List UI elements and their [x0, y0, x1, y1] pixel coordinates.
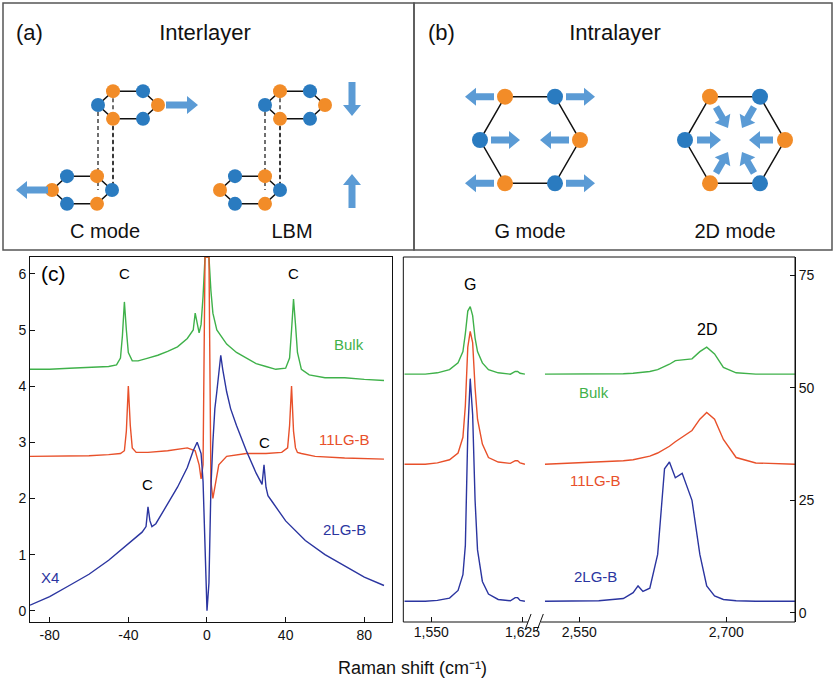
svg-text:C: C	[119, 265, 130, 282]
svg-text:(c): (c)	[41, 262, 66, 285]
svg-text:0: 0	[18, 603, 26, 619]
svg-text:-80: -80	[40, 627, 60, 643]
svg-text:Intralayer: Intralayer	[569, 20, 661, 45]
svg-text:6: 6	[18, 266, 26, 282]
svg-text:75: 75	[799, 267, 815, 283]
svg-text:11LG-B: 11LG-B	[570, 472, 621, 489]
svg-text:4: 4	[18, 378, 26, 394]
svg-text:2D mode: 2D mode	[694, 220, 775, 242]
svg-text:5: 5	[18, 322, 26, 338]
svg-text:3: 3	[18, 434, 26, 450]
svg-text:25: 25	[799, 492, 815, 508]
svg-text:LBM: LBM	[271, 220, 312, 242]
svg-text:-40: -40	[118, 627, 138, 643]
svg-text:1,625: 1,625	[505, 624, 540, 640]
svg-text:Bulk: Bulk	[579, 384, 609, 401]
svg-text:2: 2	[18, 490, 26, 506]
svg-text:1,550: 1,550	[414, 624, 449, 640]
svg-text:C: C	[259, 434, 270, 451]
svg-text:G mode: G mode	[494, 220, 565, 242]
svg-text:C mode: C mode	[70, 220, 140, 242]
svg-text:2LG-B: 2LG-B	[323, 521, 366, 538]
svg-text:80: 80	[357, 627, 373, 643]
svg-text:11LG-B: 11LG-B	[319, 431, 370, 448]
svg-text:0: 0	[799, 605, 807, 621]
svg-text:0: 0	[203, 627, 211, 643]
svg-text:X4: X4	[41, 569, 59, 586]
svg-text:C: C	[142, 476, 153, 493]
svg-text:C: C	[288, 265, 299, 282]
svg-text:2,700: 2,700	[709, 624, 744, 640]
svg-text:40: 40	[278, 627, 294, 643]
svg-text:(a): (a)	[16, 20, 43, 45]
svg-text:G: G	[464, 276, 476, 293]
svg-text:(b): (b)	[428, 20, 455, 45]
svg-text:Bulk: Bulk	[334, 336, 364, 353]
svg-text:Raman shift (cm⁻¹): Raman shift (cm⁻¹)	[338, 658, 487, 678]
svg-text:1: 1	[18, 547, 26, 563]
svg-text:2D: 2D	[697, 321, 717, 338]
svg-text:Interlayer: Interlayer	[159, 20, 251, 45]
svg-text:50: 50	[799, 380, 815, 396]
svg-text:2,550: 2,550	[562, 624, 597, 640]
svg-text:2LG-B: 2LG-B	[574, 568, 617, 585]
